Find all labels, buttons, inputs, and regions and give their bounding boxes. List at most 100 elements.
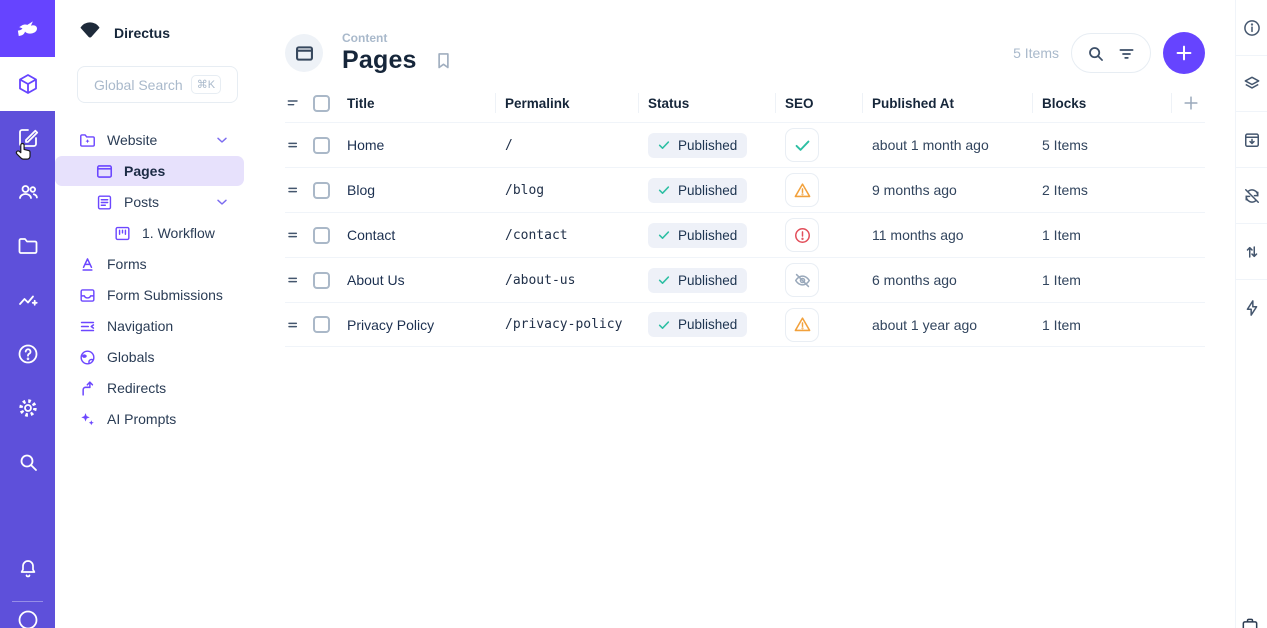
published-at-cell: 6 months ago [872, 272, 957, 288]
search-icon[interactable] [1085, 43, 1106, 64]
bookmark-icon[interactable] [433, 50, 454, 71]
sidebar-item-navigation[interactable]: Navigation [55, 311, 244, 341]
layers-sidebar-button[interactable] [1236, 56, 1267, 111]
add-item-button[interactable] [1163, 32, 1205, 74]
directus-logo-tile[interactable] [0, 0, 55, 57]
column-header-status[interactable]: Status [638, 84, 785, 122]
select-all-checkbox[interactable] [313, 94, 330, 112]
published-at-cell: 11 months ago [872, 227, 964, 243]
blocks-cell: 1 Item [1042, 316, 1081, 333]
filter-icon[interactable] [1116, 43, 1137, 64]
permalink-cell: /contact [505, 227, 568, 243]
document-lines-icon [94, 193, 114, 212]
module-files[interactable] [0, 219, 55, 273]
drag-handle-icon[interactable] [285, 272, 313, 288]
sparkles-icon [77, 410, 97, 429]
account-button[interactable] [0, 608, 55, 628]
sidebar-item-label: Posts [124, 194, 160, 210]
column-header-title[interactable]: Title [347, 95, 375, 111]
sidebar-item-website[interactable]: Website [55, 125, 244, 155]
seo-status-icon [785, 263, 819, 297]
inbox-icon [77, 286, 97, 305]
sidebar-item-label: 1. Workflow [142, 225, 215, 241]
module-users[interactable] [0, 165, 55, 219]
module-insights[interactable] [0, 273, 55, 327]
blocks-cell: 1 Item [1042, 227, 1081, 243]
column-header-permalink[interactable]: Permalink [495, 84, 648, 122]
table-body: Home / Published about 1 month ago 5 Ite… [285, 122, 1205, 347]
sidebar-item-workflow[interactable]: 1. Workflow [55, 218, 244, 248]
drag-handle-icon[interactable] [285, 137, 313, 153]
sidebar-item-label: Website [107, 132, 158, 148]
title-cell: Contact [347, 227, 396, 243]
sidebar-item-label: AI Prompts [107, 411, 177, 427]
row-checkbox[interactable] [313, 316, 330, 333]
drag-handle-icon[interactable] [285, 317, 313, 333]
column-header-published-at[interactable]: Published At [862, 84, 1042, 122]
notifications-button[interactable] [0, 542, 55, 596]
archive-sidebar-button[interactable] [1236, 112, 1267, 167]
edit-square-icon [16, 126, 40, 150]
status-badge: Published [648, 312, 748, 337]
column-header-blocks[interactable]: Blocks [1032, 84, 1142, 122]
sidebar-item-redirects[interactable]: Redirects [55, 373, 244, 403]
project-header[interactable]: Directus [55, 0, 248, 48]
blocks-cell: 5 Items [1042, 137, 1088, 153]
row-checkbox[interactable] [313, 271, 330, 289]
chevron-down-icon[interactable] [214, 132, 230, 148]
module-visual-editor[interactable] [0, 111, 55, 165]
sidebar-item-forms[interactable]: Forms [55, 249, 244, 279]
published-at-cell: about 1 year ago [872, 316, 978, 333]
title-cell: Home [347, 137, 385, 153]
row-checkbox[interactable] [313, 226, 330, 244]
page-header: Content Pages 5 Items [285, 0, 1235, 76]
table-header-row: Title Permalink Status SEO Published At … [285, 84, 1205, 122]
letter-a-icon [77, 255, 97, 274]
published-at-cell: 9 months ago [872, 182, 957, 198]
sidebar-item-label: Navigation [107, 318, 174, 334]
permalink-cell: / [505, 137, 513, 153]
sidebar-item-form-submissions[interactable]: Form Submissions [55, 280, 244, 310]
table-row-contact[interactable]: Contact /contact Published 11 months ago… [285, 212, 1205, 257]
module-settings[interactable] [0, 381, 55, 435]
sidebar-divider [1236, 55, 1267, 56]
sort-handle-icon[interactable] [285, 95, 313, 111]
drag-handle-icon[interactable] [285, 182, 313, 198]
module-help[interactable] [0, 327, 55, 381]
status-badge: Published [648, 177, 748, 203]
items-table: Title Permalink Status SEO Published At … [285, 84, 1205, 347]
global-search-placeholder: Global Search [93, 76, 183, 93]
import-export-sidebar-button[interactable] [1236, 224, 1267, 279]
rabbit-logo-icon [13, 14, 43, 44]
permalink-cell: /blog [505, 182, 545, 198]
sidebar-item-globals[interactable]: Globals [55, 342, 244, 372]
table-row-privacy-policy[interactable]: Privacy Policy /privacy-policy Published… [285, 302, 1205, 347]
sidebar-item-pages[interactable]: Pages [55, 156, 244, 186]
module-bar [0, 0, 55, 628]
kanban-icon [112, 224, 132, 243]
column-header-seo[interactable]: SEO [775, 84, 872, 122]
table-row-about-us[interactable]: About Us /about-us Published 6 months ag… [285, 257, 1205, 302]
add-column-icon[interactable] [1171, 84, 1205, 122]
table-row-blog[interactable]: Blog /blog Published 9 months ago 2 Item… [285, 167, 1205, 212]
info-sidebar-button[interactable] [1236, 0, 1267, 55]
seo-status-icon [785, 173, 819, 207]
module-search[interactable] [0, 435, 55, 489]
drag-handle-icon[interactable] [285, 227, 313, 243]
row-checkbox[interactable] [313, 136, 330, 154]
module-bar-divider [12, 601, 43, 602]
global-search-input[interactable]: Global Search ⌘K [77, 66, 238, 103]
row-checkbox[interactable] [313, 181, 330, 199]
sidebar-item-label: Globals [107, 349, 155, 365]
table-row-home[interactable]: Home / Published about 1 month ago 5 Ite… [285, 122, 1205, 167]
folder-icon [16, 234, 40, 258]
permalink-cell: /about-us [505, 272, 576, 288]
blocks-cell: 2 Items [1042, 182, 1088, 198]
sidebar-item-ai-prompts[interactable]: AI Prompts [55, 404, 244, 434]
module-content[interactable] [0, 57, 55, 111]
flows-sidebar-button[interactable] [1236, 280, 1267, 335]
chevron-down-icon[interactable] [214, 194, 230, 210]
sidebar-item-posts[interactable]: Posts [55, 187, 244, 217]
sync-disabled-sidebar-button[interactable] [1236, 168, 1267, 223]
status-badge: Published [648, 267, 748, 293]
